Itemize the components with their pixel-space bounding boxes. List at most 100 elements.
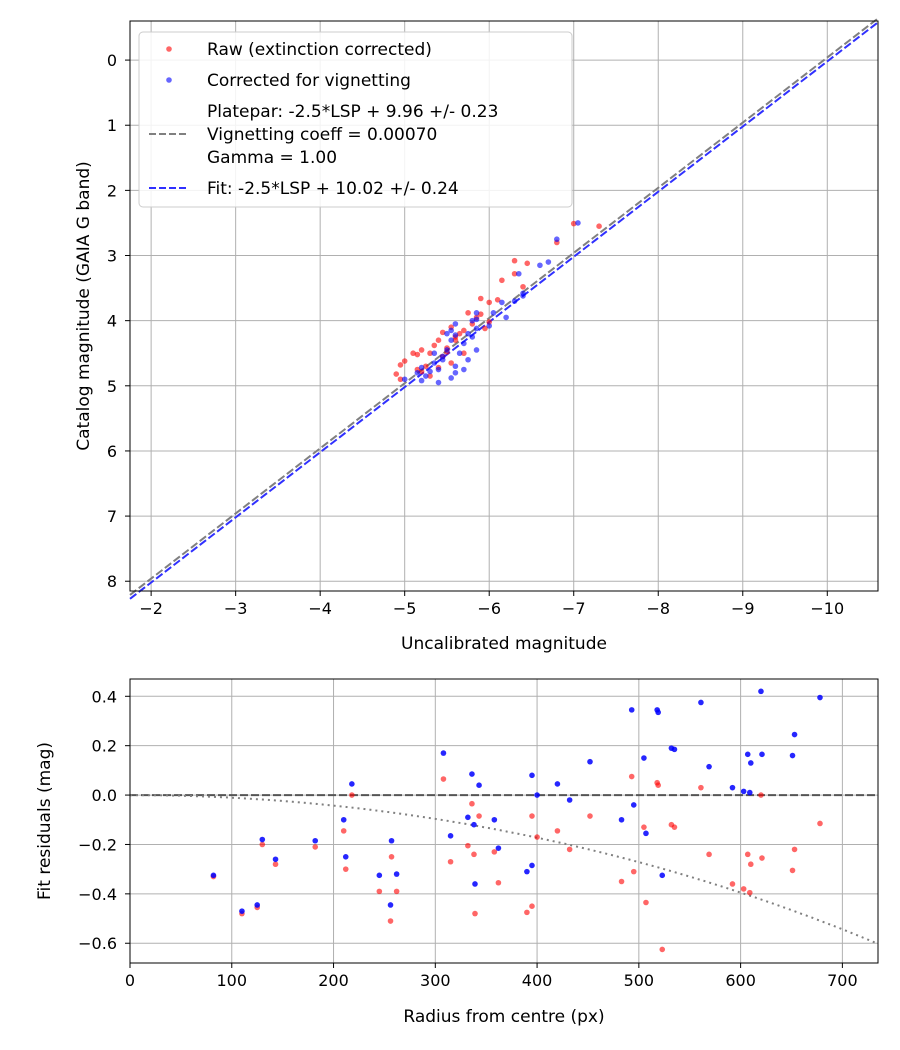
top-data-point — [418, 347, 425, 353]
bottom-data-point — [272, 856, 279, 863]
bottom-data-point — [659, 872, 666, 879]
top-y-axis-label: Catalog magnitude (GAIA G band) — [74, 161, 94, 451]
bottom-reference-lines — [130, 794, 879, 945]
top-data-point — [490, 310, 497, 316]
bottom-y-axis-label: Fit residuals (mag) — [35, 742, 55, 900]
top-data-point — [499, 277, 505, 284]
top-data-point — [448, 327, 454, 334]
top-data-point — [452, 332, 459, 338]
legend: Raw (extinction corrected) Corrected for… — [138, 31, 573, 208]
top-data-point — [494, 297, 501, 303]
bottom-data-point — [349, 792, 355, 798]
bottom-data-point — [393, 888, 400, 895]
bottom-data-point — [387, 918, 394, 924]
bottom-grid — [129, 679, 878, 963]
legend-marker-raw — [166, 46, 172, 52]
bottom-data-point — [628, 773, 635, 780]
top-data-point — [554, 236, 560, 243]
top-data-point — [511, 270, 518, 277]
bottom-data-point — [524, 868, 530, 875]
bottom-data-point — [698, 784, 704, 791]
top-axes-frame — [129, 20, 879, 592]
bottom-data-point — [587, 813, 593, 819]
magnitude-calibration-plot: −2 −3 −4 −5 −6 −7 −8 −9 −10 0 1 2 3 4 5 6 7 8 Uncalibrat… — [74, 17, 879, 654]
top-data-point — [511, 298, 518, 304]
top-y-tick-label: 1 — [107, 116, 117, 135]
top-data-point — [473, 347, 480, 353]
top-data-point — [452, 321, 459, 327]
bottom-y-tick-label: −0.4 — [78, 885, 117, 904]
top-data-point — [515, 270, 522, 277]
top-data-point — [596, 223, 602, 229]
top-data-point — [427, 373, 433, 379]
top-x-tick-label: −3 — [224, 599, 248, 618]
bottom-data-point — [393, 871, 400, 877]
top-data-point — [452, 369, 459, 376]
bottom-data-point — [587, 758, 593, 765]
top-data-point — [486, 299, 493, 306]
top-data-point — [439, 356, 446, 363]
top-data-point — [465, 310, 471, 316]
bottom-data-point — [447, 833, 454, 839]
bottom-data-point — [630, 868, 637, 875]
top-data-point — [435, 379, 442, 386]
bottom-data-point — [259, 841, 266, 848]
bottom-data-point — [495, 845, 502, 851]
bottom-data-point — [744, 751, 751, 758]
top-data-point — [456, 330, 463, 337]
top-y-tick-label: 4 — [107, 312, 117, 331]
top-data-point — [397, 362, 404, 368]
top-y-ticks: 0 1 2 3 4 5 6 7 8 — [107, 51, 130, 591]
bottom-x-tick-label: 0 — [125, 971, 135, 990]
top-data-point — [477, 311, 484, 317]
bottom-data-point — [759, 855, 765, 861]
bottom-data-point — [746, 889, 753, 896]
top-y-tick-label: 6 — [107, 442, 117, 461]
bottom-data-point — [698, 699, 704, 706]
top-data-point — [575, 220, 581, 226]
bottom-x-ticks: 0 100 200 300 400 500 600 700 — [125, 963, 858, 990]
top-y-tick-label: 7 — [107, 507, 117, 526]
legend-box — [138, 31, 573, 208]
top-x-tick-label: −8 — [646, 599, 670, 618]
top-fit-line — [129, 17, 879, 596]
bottom-data-point — [641, 755, 647, 761]
top-data-point — [418, 364, 425, 371]
bottom-data-point — [471, 821, 477, 828]
bottom-y-tick-label: 0.0 — [92, 786, 117, 805]
bottom-y-tick-label: −0.2 — [78, 835, 117, 854]
bottom-data-point — [529, 903, 535, 909]
bottom-data-point — [388, 854, 395, 860]
bottom-data-point — [342, 866, 349, 872]
bottom-x-tick-label: 500 — [624, 971, 655, 990]
bottom-data-point — [747, 760, 754, 766]
bottom-data-point — [491, 849, 498, 855]
legend-label-fit: Fit: -2.5*LSP + 10.02 +/- 0.24 — [207, 179, 459, 199]
bottom-data-point — [659, 946, 666, 953]
top-data-point — [537, 262, 543, 269]
bottom-data-point — [671, 746, 678, 753]
legend-label-raw: Raw (extinction corrected) — [207, 40, 432, 60]
bottom-data-point — [529, 772, 535, 779]
top-data-point — [520, 283, 526, 290]
top-data-point — [435, 366, 442, 373]
top-data-point — [423, 373, 429, 379]
bottom-data-point — [491, 816, 498, 823]
top-x-axis-label: Uncalibrated magnitude — [401, 634, 607, 654]
top-data-point — [456, 350, 463, 357]
top-y-tick-label: 3 — [107, 247, 117, 266]
bottom-data-point — [239, 908, 245, 914]
bottom-data-point — [817, 694, 823, 701]
bottom-data-point — [671, 824, 678, 830]
bottom-data-point — [791, 731, 798, 738]
top-x-tick-label: −7 — [562, 599, 586, 618]
bottom-x-tick-label: 700 — [827, 971, 858, 990]
top-x-tick-label: −5 — [393, 599, 417, 618]
top-y-tick-label: 5 — [107, 377, 117, 396]
bottom-data-point — [628, 707, 635, 713]
bottom-x-tick-label: 100 — [216, 971, 247, 990]
top-data-point — [444, 330, 450, 337]
bottom-data-point — [789, 752, 796, 759]
bottom-data-point — [641, 824, 647, 830]
top-data-point — [499, 299, 505, 306]
